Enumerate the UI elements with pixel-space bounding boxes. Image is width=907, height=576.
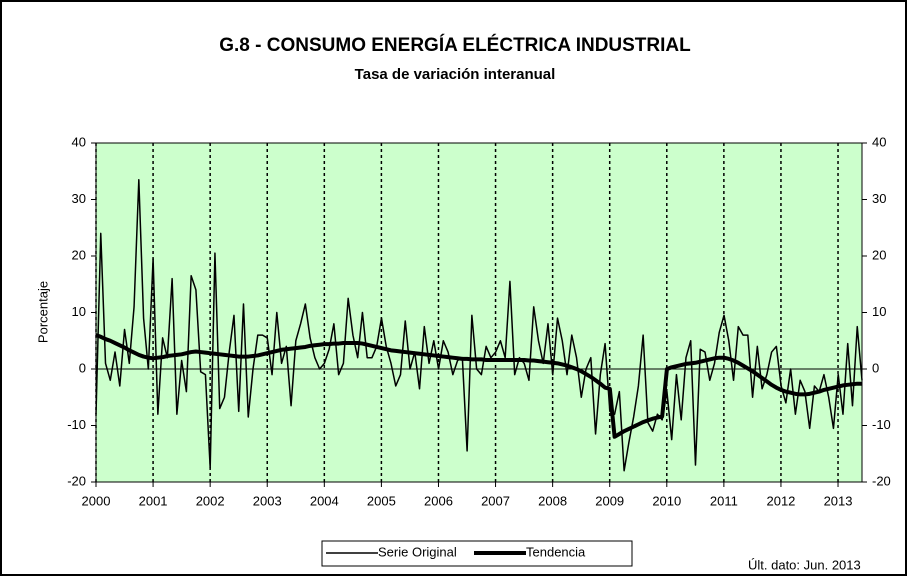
series-line <box>95 333 862 439</box>
x-tick-label: 2002 <box>196 493 225 508</box>
chart-subtitle: Tasa de variación interanual <box>355 66 556 83</box>
x-tick-label: 2001 <box>139 493 168 508</box>
x-tick-label: 2006 <box>424 493 453 508</box>
y2-tick-label: 20 <box>872 247 886 262</box>
chart-title: G.8 - CONSUMO ENERGÍA ELÉCTRICA INDUSTRI… <box>219 34 691 56</box>
y-tick-label: -10 <box>67 417 86 432</box>
y-axis-label: Porcentaje <box>35 281 50 343</box>
legend-label: Tendencia <box>526 544 586 559</box>
x-tick-label: 2013 <box>824 493 853 508</box>
y2-tick-label: 30 <box>872 191 886 206</box>
y-tick-label: -20 <box>67 473 86 488</box>
y-tick-label: 40 <box>72 134 86 149</box>
x-tick-label: 2012 <box>766 493 795 508</box>
y-tick-label: 20 <box>72 247 86 262</box>
x-tick-label: 2009 <box>595 493 624 508</box>
series-line <box>95 178 863 472</box>
x-tick-label: 2011 <box>710 493 738 508</box>
x-tick-label: 2005 <box>367 493 396 508</box>
legend-label: Serie Original <box>378 544 457 559</box>
y2-tick-label: 0 <box>872 360 879 375</box>
y2-tick-label: 40 <box>872 134 886 149</box>
plot-area <box>95 142 863 483</box>
y-tick-label: 0 <box>79 360 86 375</box>
x-tick-label: 2010 <box>652 493 681 508</box>
annotation: Últ. dato: Jun. 2013 <box>748 557 861 572</box>
x-tick-label: 2000 <box>82 493 111 508</box>
x-tick-label: 2008 <box>538 493 567 508</box>
y-tick-label: 30 <box>72 191 86 206</box>
y2-tick-label: -10 <box>872 417 891 432</box>
y-tick-label: 10 <box>72 304 86 319</box>
y2-tick-label: 10 <box>872 304 886 319</box>
x-tick-label: 2003 <box>253 493 282 508</box>
x-tick-label: 2007 <box>481 493 510 508</box>
y2-tick-label: -20 <box>872 473 891 488</box>
x-tick-label: 2004 <box>310 493 339 508</box>
